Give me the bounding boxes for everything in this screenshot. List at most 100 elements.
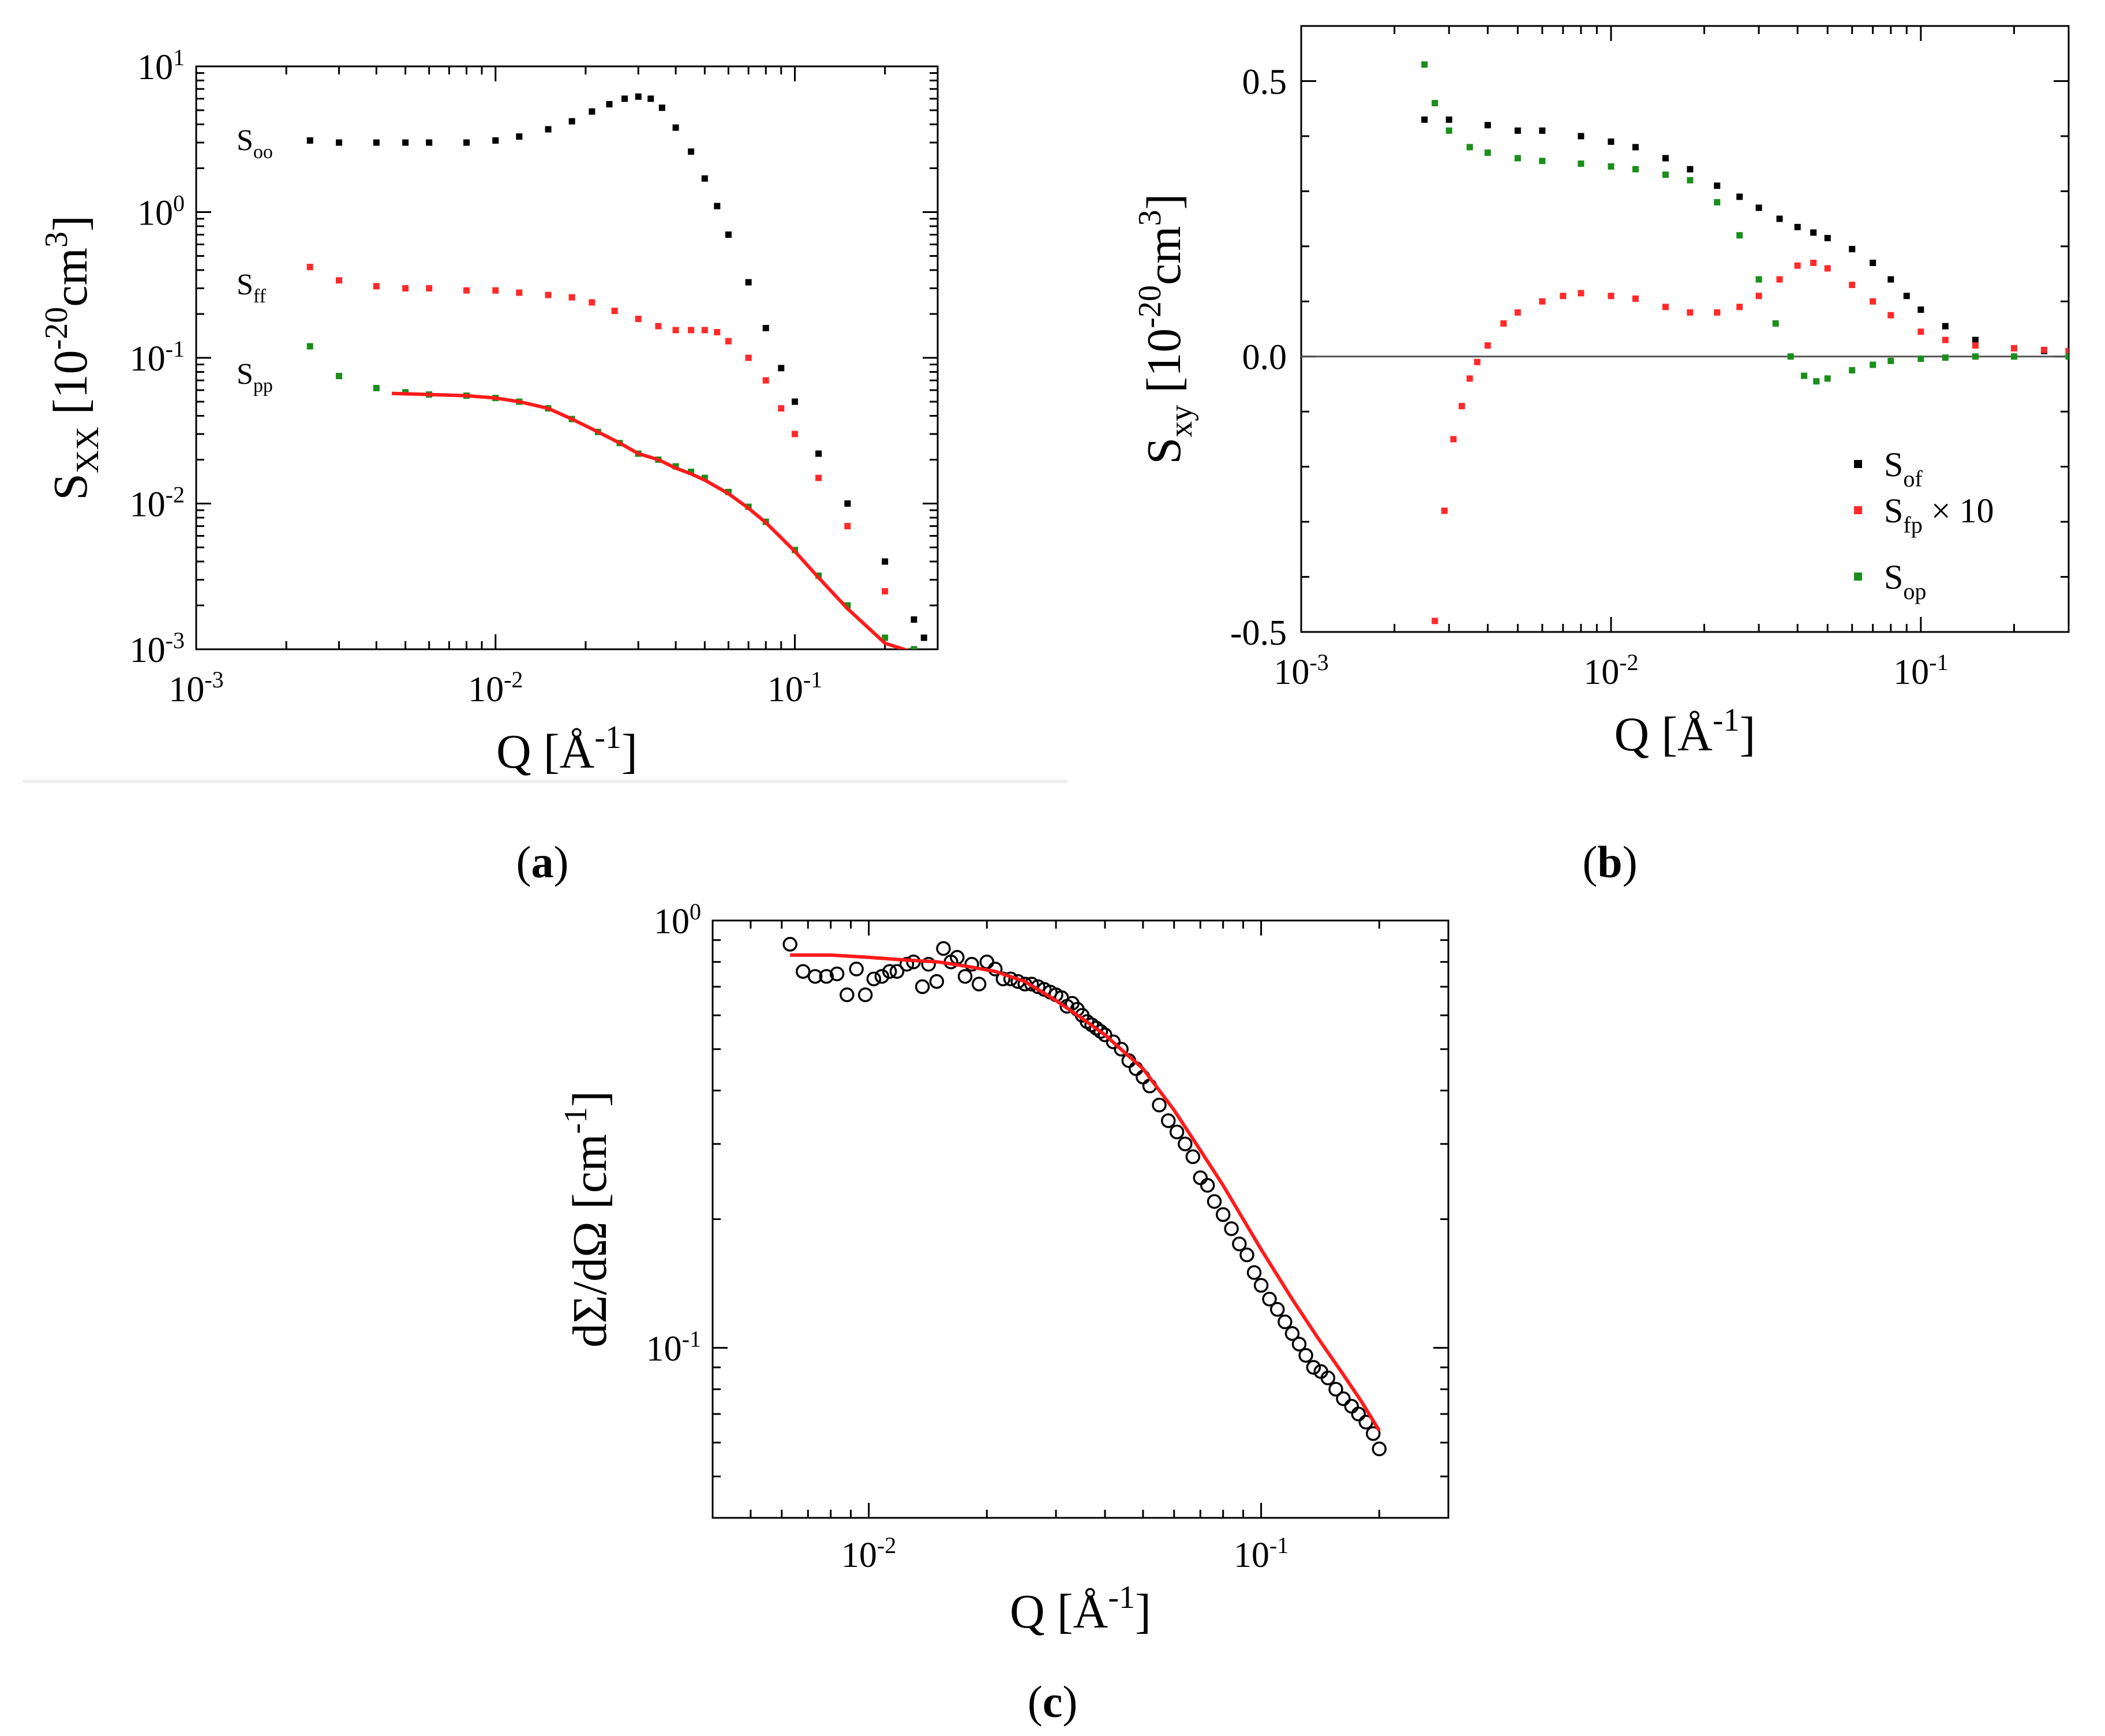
panel-a-y-axis-title: SXX [10-20cm3] [39,215,106,500]
panel-b-data-point [1421,116,1428,123]
panel-a-data-point [714,203,721,209]
panel-b-data-point [2065,347,2069,354]
panel-c-data-point [782,937,797,952]
panel-a-data-point [516,133,523,140]
panel-c-data-point [1269,1302,1285,1317]
panel-b-data-point [1514,127,1521,134]
panel-c-data-point [1178,1136,1193,1151]
panel-a-data-point [882,588,889,595]
panel-b-series-s-fp-x-10 [1432,259,2069,624]
panel-b-data-point [1539,127,1546,134]
panel-a-series-s-ff [306,264,917,649]
panel-c-fit-line [790,953,1381,1432]
panel-b-data-point [1714,199,1721,205]
panel-b-data-point [1787,353,1794,360]
panel-b-data-point [1445,116,1452,123]
panel-c-data-point [1024,976,1039,992]
panel-b-data-point [1972,336,1979,343]
panel-b-y-tick-label: 0.0 [1242,338,1287,377]
panel-a-data-point [725,231,732,238]
panel-a-data-point [911,646,917,649]
panel-a-data-point [306,343,313,350]
panel-b-data-point [1755,276,1762,283]
panel-b-data-point [1972,353,1979,360]
panel-c-data-point [1262,1292,1277,1307]
panel-b-data-point [1824,375,1831,382]
panel-c-data-point [874,969,890,984]
panel-a-y-tick-label: 10-1 [130,336,185,379]
panel-a-series-s-oo [306,93,927,641]
panel-c-data-point [1106,1034,1121,1050]
panel-b-data-point [1539,158,1546,164]
panel-b-data-point [1942,354,1949,361]
panel-c-data-point [1336,1391,1351,1406]
panel-c-data-point [971,976,987,992]
panel-b-y-tick-label: 0.5 [1242,62,1287,102]
panel-c-data-point [957,969,973,984]
panel-a-data-point [647,95,654,102]
panel-b-data-point [1736,232,1743,239]
panel-a-y-tick-label: 10-2 [130,482,185,525]
panel-b-data-point [1903,293,1910,300]
panel-a-data-point [778,405,785,412]
panel-b-data-point [1870,298,1876,305]
panel-a-data-point [672,124,679,131]
panel-b-series-s-op [1421,61,2069,385]
panel-a-data-point [635,316,642,323]
panel-c-x-tick-label: 10-1 [1234,1532,1289,1575]
panel-a-data-point [306,264,313,271]
panel-b-data-point [1484,342,1491,349]
panel-a-data-point [815,474,822,481]
panel-a-data-point [791,431,798,437]
panel-a-x-tick-label: 10-2 [468,667,523,709]
panel-b-legend-marker-of [1854,460,1862,468]
panel-b-data-point [1917,328,1924,335]
panel-b-data-point [1942,323,1949,330]
panel-a-data-point [778,365,785,372]
panel-b-data-point [1441,507,1448,514]
panel-c-data-point [1372,1441,1387,1457]
panel-b-data-point [1632,144,1639,151]
panel-c-data-point [1200,1178,1215,1193]
panel-a-x-tick-label: 10-3 [168,667,223,709]
panel-b-data-point [1772,320,1779,327]
panel-b-data-point [1484,122,1491,129]
panel-b-data-point [1474,358,1481,365]
panel-c-data-point [882,964,897,979]
panel-c-data-point [1152,1097,1167,1113]
panel-c-data-point [1320,1370,1336,1386]
panel-b-data-point [1632,295,1639,302]
panel-a-fit-line [391,391,910,649]
panel-a-data-point [844,500,851,507]
panel-c-data-point [1232,1236,1247,1252]
panel-a-data-point [306,137,313,144]
panel-c-data-point [1253,1278,1269,1293]
panel-b-data-point [1794,262,1801,269]
panel-b-data-point [1560,293,1567,300]
panel-b-data-point [1849,246,1856,253]
panel-c-data-point [840,987,855,1002]
panel-b-data-point [1662,171,1669,178]
panel-c-x-tick-label: 10-2 [841,1532,896,1575]
panel-a-data-point [714,329,721,336]
panel-b-data-point [1801,372,1808,379]
panel-a-data-point [336,277,343,284]
panel-c-data-point [1169,1124,1185,1140]
panel-b-data-point [2010,345,2017,351]
panel-b-data-point [1942,336,1949,343]
panel-a-data-point [762,377,769,384]
panel-a-data-point [701,175,708,182]
panel-c-data-point [1328,1382,1343,1397]
panel-c-data-point [1114,1042,1129,1057]
panel-c-series-fit [790,953,1381,1432]
panel-c-data-point [899,957,915,972]
panel-b-data-point [1736,193,1743,200]
panel-b-data-point [1484,149,1491,156]
panel-c-data-point [1291,1337,1307,1352]
panel-label-b: (b) [1582,837,1637,887]
panel-c-data-point [857,987,873,1002]
panel-a-y-tick-label: 100 [137,190,185,233]
panel-a-data-point [545,291,552,298]
panel-b-data-point [1421,61,1428,68]
panel-c-data-point [1246,1265,1262,1280]
